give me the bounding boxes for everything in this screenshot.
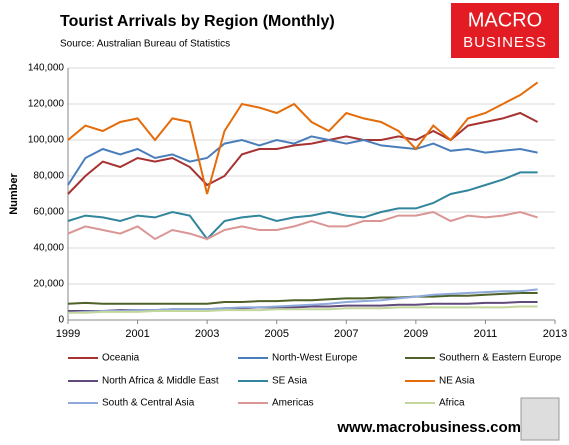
series-line <box>67 288 538 314</box>
logo-icon <box>520 397 560 441</box>
y-tick-label: 40,000 <box>33 243 64 254</box>
chart-title: Tourist Arrivals by Region (Monthly) <box>60 13 335 30</box>
x-tick-label: 2007 <box>334 328 358 340</box>
y-tick-label: 140,000 <box>28 63 65 74</box>
series-line <box>67 292 538 305</box>
y-tick-label: 100,000 <box>28 135 65 146</box>
series-line <box>67 81 539 195</box>
legend-label: South & Central Asia <box>102 398 195 409</box>
series-line <box>67 171 538 241</box>
x-tick-label: 2005 <box>264 328 288 340</box>
logo-text: BUSINESS <box>463 34 547 51</box>
series-line <box>67 111 539 195</box>
series-line <box>67 210 538 241</box>
legend-label: NE Asia <box>439 376 475 387</box>
legend-label: Southern & Eastern Europe <box>439 353 562 364</box>
legend-label: Africa <box>439 398 465 409</box>
legend-label: SE Asia <box>272 376 307 387</box>
logo-box <box>451 3 559 58</box>
y-tick-label: 0 <box>58 315 64 326</box>
y-tick-label: 80,000 <box>33 171 64 182</box>
y-axis-label: Number <box>8 173 20 215</box>
legend-label: North Africa & Middle East <box>102 376 219 387</box>
x-tick-label: 2003 <box>195 328 219 340</box>
series-line <box>67 135 538 186</box>
x-tick-label: 2009 <box>404 328 428 340</box>
footer: www.macrobusiness.com.au <box>336 419 542 436</box>
series-line <box>68 305 538 314</box>
y-tick-label: 20,000 <box>33 279 64 290</box>
x-tick-label: 1999 <box>56 328 80 340</box>
legend-label: Americas <box>272 398 314 409</box>
logo-text: MACRO <box>468 9 542 31</box>
y-tick-label: 120,000 <box>28 99 65 110</box>
legend-label: North-West Europe <box>272 353 358 364</box>
x-tick-label: 2011 <box>474 328 498 340</box>
chart-subtitle: Source: Australian Bureau of Statistics <box>60 39 230 50</box>
y-tick-label: 60,000 <box>33 207 64 218</box>
legend-label: Oceania <box>102 353 140 364</box>
x-tick-label: 2013 <box>543 328 567 340</box>
x-tick-label: 2001 <box>125 328 149 340</box>
